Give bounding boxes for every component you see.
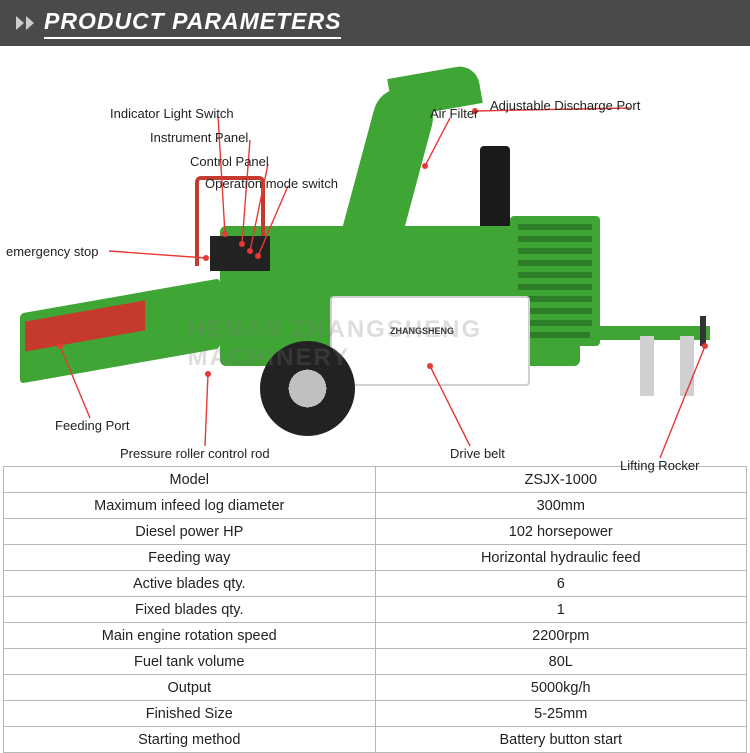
table-cell: Horizontal hydraulic feed	[375, 545, 747, 571]
table-cell: Battery button start	[375, 727, 747, 753]
header-title: PRODUCT PARAMETERS	[44, 8, 341, 39]
machine-illustration: ZHANGSHENG	[80, 166, 670, 436]
header-chevrons	[16, 16, 34, 30]
table-cell: 1	[375, 597, 747, 623]
table-cell: Main engine rotation speed	[4, 623, 376, 649]
table-cell: Feeding way	[4, 545, 376, 571]
diagram-area: ZHANGSHENG HENAN ZHANGSHENG MACHINERY In…	[0, 46, 750, 466]
callout-lifting-rocker: Lifting Rocker	[620, 458, 699, 473]
callout-feeding-port: Feeding Port	[55, 418, 129, 433]
callout-pressure-roller-control-rod: Pressure roller control rod	[120, 446, 270, 461]
header-bar: PRODUCT PARAMETERS	[0, 0, 750, 46]
table-row: Feeding wayHorizontal hydraulic feed	[4, 545, 747, 571]
table-cell: Starting method	[4, 727, 376, 753]
callout-indicator-light-switch: Indicator Light Switch	[110, 106, 234, 121]
table-cell: 300mm	[375, 493, 747, 519]
table-row: Fuel tank volume80L	[4, 649, 747, 675]
table-row: Fixed blades qty.1	[4, 597, 747, 623]
callout-air-filter: Air Filter	[430, 106, 478, 121]
table-cell: 5000kg/h	[375, 675, 747, 701]
callout-instrument-panel: Instrument Panel	[150, 130, 248, 145]
parameters-table: ModelZSJX-1000Maximum infeed log diamete…	[3, 466, 747, 753]
table-cell: 5-25mm	[375, 701, 747, 727]
table-cell: Fixed blades qty.	[4, 597, 376, 623]
table-row: Main engine rotation speed2200rpm	[4, 623, 747, 649]
table-cell: Finished Size	[4, 701, 376, 727]
table-cell: Output	[4, 675, 376, 701]
table-cell: Model	[4, 467, 376, 493]
callout-drive-belt: Drive belt	[450, 446, 505, 461]
table-cell: 80L	[375, 649, 747, 675]
callout-control-panel: Control Panel	[190, 154, 269, 169]
table-row: Maximum infeed log diameter300mm	[4, 493, 747, 519]
table-row: Diesel power HP102 horsepower	[4, 519, 747, 545]
parameters-tbody: ModelZSJX-1000Maximum infeed log diamete…	[4, 467, 747, 753]
table-row: Active blades qty.6	[4, 571, 747, 597]
table-row: Output5000kg/h	[4, 675, 747, 701]
table-cell: 6	[375, 571, 747, 597]
table-cell: Maximum infeed log diameter	[4, 493, 376, 519]
table-cell: 102 horsepower	[375, 519, 747, 545]
table-cell: Diesel power HP	[4, 519, 376, 545]
table-row: Finished Size5-25mm	[4, 701, 747, 727]
callout-emergency-stop: emergency stop	[6, 244, 99, 259]
callout-adjustable-discharge-port: Adjustable Discharge Port	[490, 98, 640, 113]
table-row: Starting methodBattery button start	[4, 727, 747, 753]
table-cell: Active blades qty.	[4, 571, 376, 597]
brand-logo: ZHANGSHENG	[390, 326, 454, 336]
table-cell: Fuel tank volume	[4, 649, 376, 675]
callout-operation-mode-switch: Operation mode switch	[205, 176, 338, 191]
table-cell: 2200rpm	[375, 623, 747, 649]
